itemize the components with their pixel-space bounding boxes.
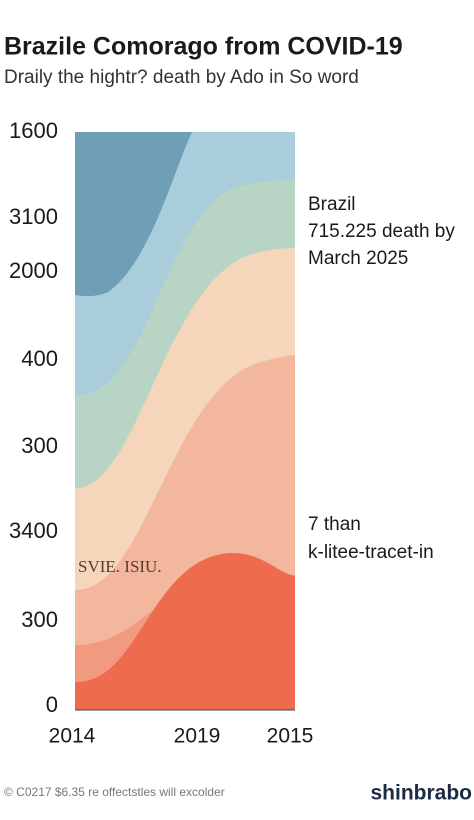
annotations: Brazil 715.225 death by March 2025 7 than k-… <box>308 194 455 563</box>
annotation: 715.225 death by <box>308 221 455 242</box>
y-tick-label: 400 <box>21 346 58 371</box>
annotation: Brazil <box>308 194 356 215</box>
y-tick-label: 0 <box>46 692 58 717</box>
annotation: March 2025 <box>308 248 408 269</box>
x-tick-label: 2014 <box>49 725 96 748</box>
plot-area: SVIE. ISIU. <box>75 132 295 711</box>
annotation: 7 than <box>308 514 361 535</box>
y-tick-label: 2000 <box>9 258 58 283</box>
y-tick-label: 3400 <box>9 518 58 543</box>
area-layer <box>75 552 295 710</box>
x-axis: 2014 2019 2015 <box>49 725 314 748</box>
y-tick-label: 3100 <box>9 204 58 229</box>
x-tick-label: 2015 <box>267 725 314 748</box>
title: Brazile Comorago from COVID-19 <box>4 33 403 61</box>
inner-label: SVIE. ISIU. <box>78 557 162 576</box>
brand: shinbrabo <box>370 782 472 805</box>
y-tick-label: 300 <box>21 607 58 632</box>
x-tick-label: 2019 <box>174 725 221 748</box>
y-tick-label: 300 <box>21 433 58 458</box>
annotation: k-litee-tracet-in <box>308 542 434 563</box>
footer-note: © C0217 $6.35 re offectstles will excold… <box>4 785 225 799</box>
subtitle: Draily the hightr? death by Ado in So wo… <box>4 67 359 88</box>
y-axis: 1600 3100 2000 400 300 3400 300 0 <box>9 118 58 717</box>
y-tick-label: 1600 <box>9 118 58 143</box>
area-layer <box>75 132 192 297</box>
